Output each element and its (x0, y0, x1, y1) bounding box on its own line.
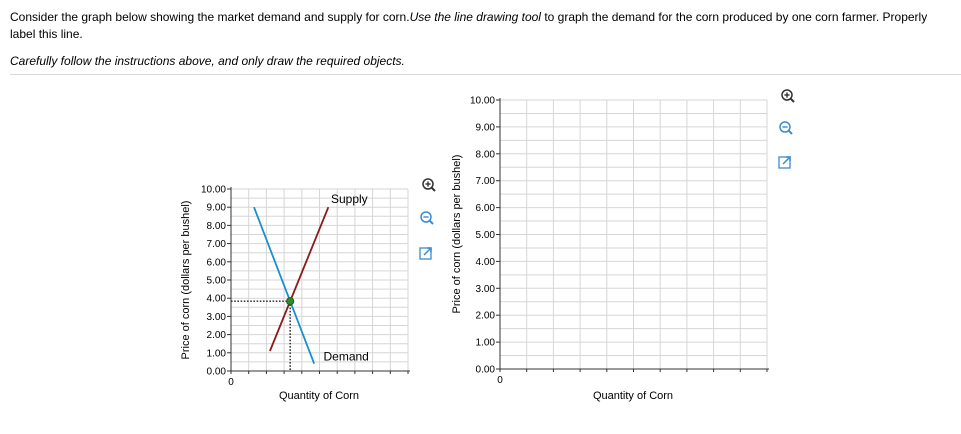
market-expand-icon[interactable] (419, 247, 432, 260)
market-y-tick-label: 8.00 (207, 221, 227, 232)
instructions: Consider the graph below showing the mar… (10, 9, 955, 43)
supply-line (269, 206, 330, 352)
farmer-y-tick-label: 1.00 (476, 338, 496, 349)
farmer-expand-icon[interactable] (778, 156, 791, 169)
farmer-y-tick-label: 8.00 (476, 149, 496, 160)
market-y-tick-label: 7.00 (207, 239, 227, 250)
market-y-tick-label: 10.00 (201, 185, 226, 196)
market-y-tick-label: 3.00 (207, 312, 227, 323)
farmer-y-tick-label: 10.00 (470, 96, 495, 107)
market-y-tick-label: 0.00 (207, 367, 227, 378)
market-x-label: Quantity of Corn (279, 390, 359, 402)
market-y-tick-label: 5.00 (207, 276, 227, 287)
instructions-tool: Use the line drawing tool (409, 10, 541, 24)
market-zoom-in-icon[interactable] (422, 178, 436, 192)
supply-label: Supply (331, 192, 368, 206)
market-y-label: Price of corn (dollars per bushel) (180, 201, 192, 360)
market-grid (230, 187, 410, 372)
farmer-y-tick-label: 9.00 (476, 122, 496, 133)
farmer-y-tick-label: 3.00 (476, 284, 496, 295)
market-zoom-out-icon[interactable] (420, 211, 434, 225)
market-y-tick-label: 1.00 (207, 348, 227, 359)
market-y-ticks: 0.00 1.00 2.00 3.00 4.00 5.00 6.00 7.00 8.00 9.00… (201, 185, 409, 378)
farmer-y-tick-label: 0.00 (476, 365, 496, 376)
market-y-tick-label: 9.00 (207, 203, 227, 214)
demand-label: Demand (324, 350, 369, 364)
equilibrium-point (286, 297, 295, 306)
farmer-y-tick-label: 5.00 (476, 230, 496, 241)
farmer-y-tick-label: 6.00 (476, 203, 496, 214)
market-y-tick-label: 2.00 (207, 330, 227, 341)
farmer-grid (499, 98, 769, 370)
farmer-y-tick-label: 4.00 (476, 257, 496, 268)
market-y-tick-label: 6.00 (207, 257, 227, 268)
farmer-x-label: Quantity of Corn (593, 390, 673, 402)
farmer-zoom-out-icon[interactable] (779, 121, 793, 135)
farmer-y-label: Price of corn (dollars per bushel) (451, 155, 463, 314)
instructions-part1: Consider the graph below showing the mar… (10, 10, 410, 24)
farmer-chart[interactable]: 0.00 1.00 2.00 3.00 4.00 5.00 6.00 7.00 8.00 9.00… (451, 96, 769, 403)
divider (10, 74, 961, 75)
market-x-tick: 0 (228, 377, 234, 388)
farmer-y-ticks: 0.00 1.00 2.00 3.00 4.00 5.00 6.00 7.00 8.00 9.00… (470, 96, 768, 376)
instructions-part3: to graph the demand for the corn produce… (10, 10, 928, 41)
farmer-zoom-in-icon[interactable] (781, 89, 795, 103)
farmer-x-tick: 0 (497, 375, 503, 386)
market-y-tick-label: 4.00 (207, 294, 227, 305)
instructions-note: Carefully follow the instructions above,… (10, 54, 405, 68)
demand-line (253, 206, 316, 365)
farmer-y-tick-label: 2.00 (476, 311, 496, 322)
market-chart: 0.00 1.00 2.00 3.00 4.00 5.00 6.00 7.00 8.00 9.00… (180, 185, 410, 402)
farmer-y-tick-label: 7.00 (476, 176, 496, 187)
